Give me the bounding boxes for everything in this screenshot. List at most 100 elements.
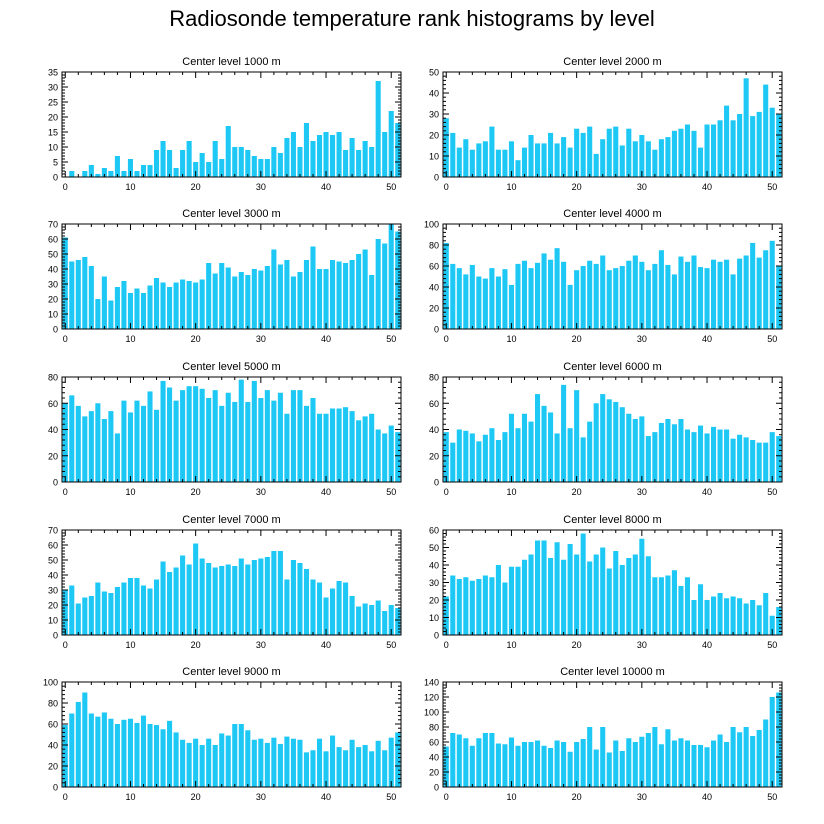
histogram-bar — [521, 742, 528, 787]
histogram-bar — [593, 749, 599, 787]
histogram-bar — [238, 379, 244, 482]
histogram-bar — [316, 269, 323, 329]
x-tick-label: 0 — [444, 792, 449, 802]
histogram-bar — [186, 564, 192, 635]
panel-title: Center level 2000 m — [563, 56, 661, 68]
histogram-bar — [645, 733, 651, 787]
histogram-bar — [730, 274, 736, 329]
x-tick-label: 50 — [767, 792, 777, 802]
histogram-bar — [310, 141, 316, 177]
histogram-bar — [763, 593, 769, 635]
histogram-bar — [316, 738, 323, 787]
histogram-bar — [323, 597, 329, 635]
y-tick-label: 20 — [48, 601, 58, 611]
histogram-bar — [356, 606, 362, 635]
histogram-bar — [665, 729, 671, 787]
plot-frame — [61, 529, 402, 636]
histogram-bar — [489, 268, 495, 329]
histogram-bar — [737, 598, 743, 635]
histogram-bar — [284, 260, 290, 329]
y-tick-label: 20 — [48, 762, 58, 772]
histogram-bar — [69, 261, 75, 329]
histogram-bar — [482, 575, 488, 635]
y-tick-label: 0 — [434, 478, 439, 488]
histogram-bar — [639, 736, 645, 787]
histogram-bar — [284, 579, 290, 635]
x-tick-label: 50 — [767, 334, 777, 344]
histogram-bar — [251, 380, 257, 482]
histogram-bar — [395, 732, 401, 787]
histogram-panel: Center level 2000 m 0 10 20 30 40 50 0 10 20 30 40 5… — [429, 56, 783, 192]
histogram-bar — [349, 260, 355, 329]
histogram-bar — [561, 261, 567, 329]
histogram-bar — [186, 281, 192, 329]
histogram-bar — [88, 713, 94, 787]
histogram-bar — [193, 386, 199, 482]
histogram-bar — [580, 533, 586, 635]
histogram-bar — [121, 719, 127, 787]
histogram-bar — [336, 408, 342, 482]
histogram-bar — [303, 260, 310, 329]
x-tick-label: 40 — [321, 334, 331, 344]
y-tick-label: 0 — [53, 631, 58, 641]
histogram-bar — [756, 605, 762, 635]
histogram-bar — [88, 411, 94, 482]
histogram-bar — [206, 738, 212, 787]
histogram-bar — [593, 554, 599, 635]
histogram-bar — [382, 132, 388, 177]
histogram-bar — [711, 426, 717, 482]
histogram-bar — [147, 391, 153, 482]
histogram-bar — [671, 424, 677, 482]
histogram-bar — [613, 401, 619, 482]
histogram-bar — [593, 403, 599, 482]
histogram-bar — [62, 590, 68, 635]
x-tick-label: 10 — [506, 792, 516, 802]
histogram-bar — [587, 126, 593, 177]
histogram-bar — [482, 733, 488, 787]
histogram-bar — [574, 742, 580, 787]
histogram-bar — [343, 150, 349, 177]
histogram-bar — [561, 137, 567, 177]
histogram-bar — [671, 130, 677, 177]
histogram-bar — [502, 744, 508, 787]
x-tick-label: 30 — [637, 640, 647, 650]
histogram-bar — [362, 416, 368, 482]
histogram-bar — [395, 608, 401, 635]
histogram-bar — [180, 390, 186, 482]
histogram-bar — [600, 727, 606, 787]
histogram-bar — [769, 615, 775, 635]
histogram-bar — [173, 400, 179, 482]
histogram-bar — [388, 605, 394, 635]
histogram-bar — [750, 736, 756, 787]
histogram-bar — [613, 740, 619, 787]
histogram-bar — [580, 132, 586, 177]
x-tick-label: 50 — [767, 640, 777, 650]
histogram-bar — [626, 413, 632, 482]
x-tick-label: 0 — [63, 792, 68, 802]
histogram-bar — [290, 390, 296, 482]
histogram-bar — [652, 577, 658, 635]
y-tick-label: 60 — [48, 399, 58, 409]
histogram-bar — [369, 275, 375, 329]
y-tick-label: 60 — [48, 720, 58, 730]
histogram-bar — [502, 149, 508, 177]
histogram-bar — [724, 259, 730, 329]
histogram-bar — [763, 250, 769, 329]
histogram-bar — [147, 724, 153, 787]
histogram-bar — [343, 582, 349, 635]
histogram-bar — [297, 739, 303, 787]
histogram-bar — [606, 270, 612, 329]
x-tick-label: 40 — [321, 792, 331, 802]
histogram-bar — [574, 554, 580, 635]
histogram-panel: Center level 3000 m 0 10 20 30 40 50 60 70 0 10 20 3… — [48, 208, 402, 344]
histogram-bar — [330, 735, 336, 787]
y-tick-label: 100 — [43, 678, 58, 688]
histogram-bar — [450, 442, 456, 482]
y-tick-label: 20 — [48, 113, 58, 123]
histogram-bar — [482, 434, 488, 482]
histogram-bar — [737, 732, 743, 787]
histogram-bar — [395, 432, 401, 482]
histogram-bar — [232, 724, 238, 787]
histogram-panel: Center level 10000 m 0 20 40 60 80 100 120 140 0 1… — [424, 666, 783, 802]
histogram-bar — [95, 403, 101, 482]
